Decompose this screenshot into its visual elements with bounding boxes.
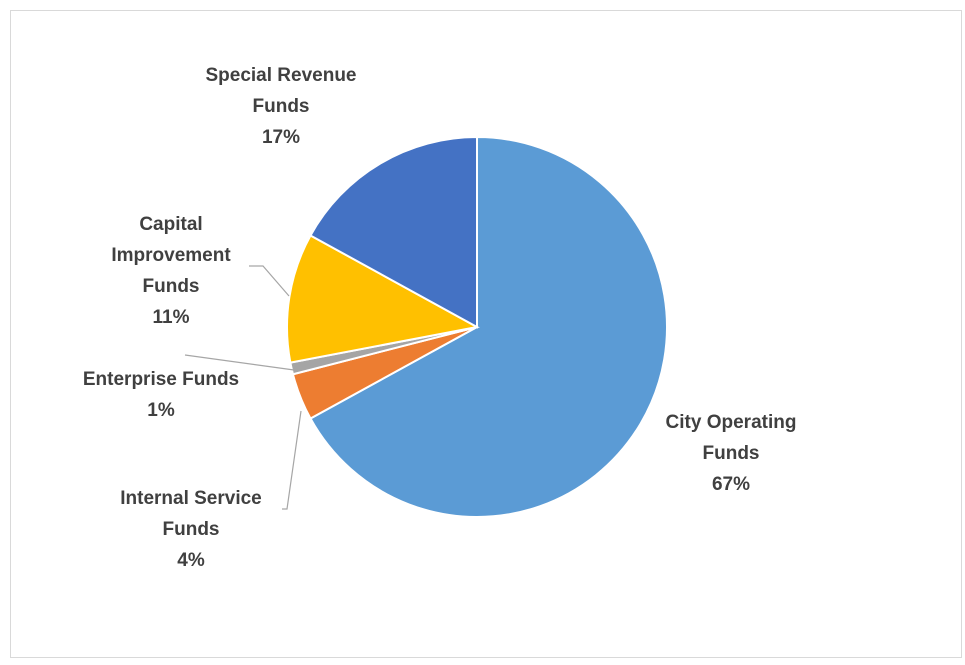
slice-label-line: Funds	[252, 96, 310, 117]
leader-line-enterprise-funds	[184, 354, 295, 371]
pie-chart	[184, 135, 668, 518]
slice-label-line: Funds	[702, 443, 760, 464]
slice-label-line: Funds	[142, 276, 200, 297]
pie-slice-capital-improvement-funds	[286, 234, 480, 364]
chart-frame: City Operating Funds 67% Internal Servic…	[10, 10, 962, 658]
slice-label-internal-service-funds: Internal Service Funds 4%	[91, 483, 291, 576]
slice-label-city-operating-funds: City Operating Funds 67%	[631, 407, 831, 500]
slice-label-line: 67%	[711, 474, 751, 495]
slice-label-line: Funds	[162, 519, 220, 540]
slice-label-line: 4%	[177, 550, 205, 571]
slice-label-line: City Operating	[665, 412, 797, 433]
slice-label-line: Enterprise Funds	[82, 369, 240, 390]
pie-slices	[286, 135, 668, 518]
slice-label-line: 11%	[152, 307, 190, 328]
slice-label-line: Internal Service	[120, 488, 262, 509]
slice-label-capital-improvement-funds: Capital Improvement Funds 11%	[86, 209, 256, 333]
slice-label-line: Improvement	[111, 245, 231, 266]
leader-lines	[184, 265, 302, 510]
slice-label-special-revenue-funds: Special Revenue Funds 17%	[181, 60, 381, 153]
pie-slice-special-revenue-funds	[309, 135, 478, 329]
slice-label-enterprise-funds: Enterprise Funds 1%	[61, 364, 261, 426]
slice-label-line: 17%	[261, 127, 301, 148]
leader-line-capital-improvement-funds	[249, 265, 290, 297]
leader-line-internal-service-funds	[282, 410, 302, 510]
slice-label-line: Capital	[139, 214, 203, 235]
slice-label-line: Special Revenue	[205, 65, 357, 86]
slice-label-line: 1%	[147, 400, 175, 421]
pie-slice-city-operating-funds	[309, 135, 668, 518]
